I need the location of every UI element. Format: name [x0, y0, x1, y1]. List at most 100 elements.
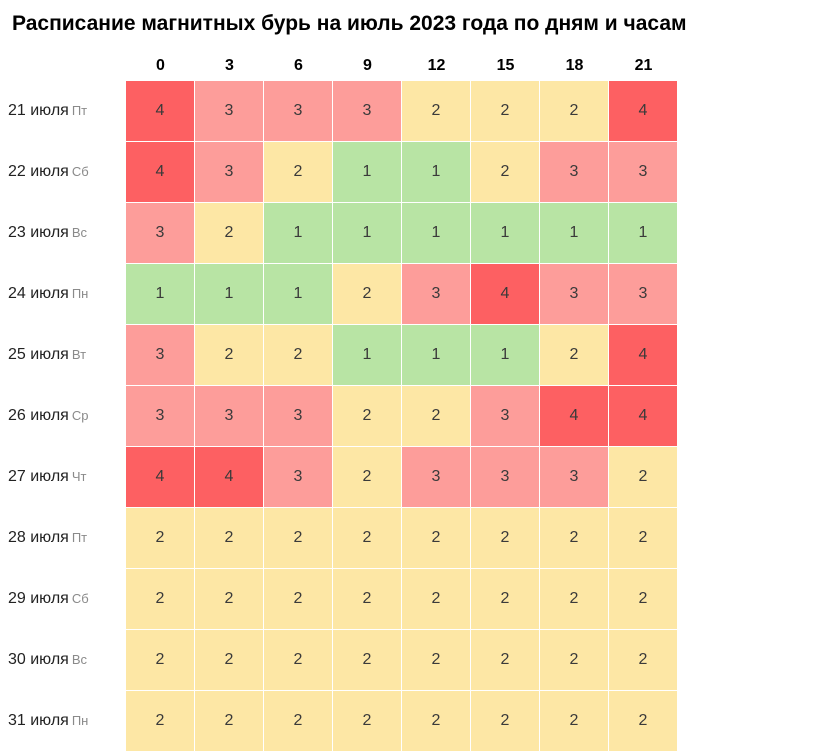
heatmap-cell: 2	[540, 569, 608, 629]
heatmap-cell: 2	[402, 630, 470, 690]
row-date: 24 июля	[8, 285, 69, 302]
heatmap-cell: 1	[471, 325, 539, 385]
column-header-15: 15	[496, 57, 515, 74]
heatmap-cell: 2	[126, 569, 194, 629]
heatmap-cell: 1	[609, 203, 677, 263]
heatmap-cell: 2	[609, 508, 677, 568]
heatmap-cell: 2	[609, 447, 677, 507]
column-header-3: 3	[225, 57, 234, 74]
heatmap-cell: 2	[195, 691, 263, 751]
heatmap-cell: 1	[402, 203, 470, 263]
row-label: 23 июля Вс	[8, 203, 126, 263]
heatmap-cell: 2	[540, 325, 608, 385]
row-date: 21 июля	[8, 102, 69, 119]
row-label: 30 июля Вс	[8, 630, 126, 690]
heatmap-cell: 2	[609, 569, 677, 629]
row-date: 23 июля	[8, 224, 69, 241]
heatmap-cell: 4	[540, 386, 608, 446]
heatmap-cell: 2	[540, 691, 608, 751]
heatmap-cell: 3	[264, 81, 332, 141]
chart-title: Расписание магнитных бурь на июль 2023 г…	[12, 12, 687, 35]
row-label: 24 июля Пн	[8, 264, 126, 324]
heatmap-cell: 3	[471, 447, 539, 507]
heatmap-cell: 1	[402, 325, 470, 385]
heatmap-cell: 2	[264, 325, 332, 385]
heatmap-cell: 3	[402, 264, 470, 324]
row-weekday: Пт	[71, 103, 88, 118]
column-header-12: 12	[427, 57, 446, 74]
heatmap-cell: 1	[540, 203, 608, 263]
row-weekday: Пн	[71, 286, 89, 301]
heatmap-cell: 1	[333, 325, 401, 385]
heatmap-cell: 2	[471, 142, 539, 202]
row-label: 21 июля Пт	[8, 81, 126, 141]
heatmap-cell: 2	[333, 386, 401, 446]
heatmap-cell: 3	[540, 142, 608, 202]
row-date: 28 июля	[8, 529, 69, 546]
row-label: 28 июля Пт	[8, 508, 126, 568]
heatmap-cell: 2	[333, 264, 401, 324]
heatmap-cell: 4	[126, 142, 194, 202]
heatmap-cell: 2	[126, 630, 194, 690]
heatmap-cell: 2	[402, 386, 470, 446]
column-header-6: 6	[294, 57, 303, 74]
row-weekday: Сб	[71, 164, 89, 179]
heatmap-cell: 4	[609, 386, 677, 446]
row-label: 29 июля Сб	[8, 569, 126, 629]
heatmap-cell: 2	[402, 81, 470, 141]
row-date: 26 июля	[8, 407, 69, 424]
heatmap-cell: 2	[195, 508, 263, 568]
heatmap-cell: 2	[402, 691, 470, 751]
heatmap-cell: 1	[333, 203, 401, 263]
row-date: 29 июля	[8, 590, 69, 607]
heatmap-cell: 3	[540, 264, 608, 324]
column-header-9: 9	[363, 57, 372, 74]
heatmap-cell: 3	[195, 386, 263, 446]
heatmap-cell: 1	[333, 142, 401, 202]
heatmap-cell: 2	[126, 691, 194, 751]
heatmap-cell: 1	[402, 142, 470, 202]
row-weekday: Сб	[71, 591, 89, 606]
row-weekday: Чт	[71, 469, 87, 484]
heatmap-cell: 2	[195, 325, 263, 385]
heatmap-cell: 3	[471, 386, 539, 446]
heatmap-cell: 2	[609, 630, 677, 690]
heatmap-cell: 1	[264, 203, 332, 263]
heatmap-cell: 3	[195, 81, 263, 141]
column-header-18: 18	[565, 57, 584, 74]
heatmap-cell: 2	[540, 630, 608, 690]
heatmap-cell: 1	[126, 264, 194, 324]
row-weekday: Пн	[71, 713, 89, 728]
heatmap-cell: 3	[609, 264, 677, 324]
heatmap-cell: 2	[333, 447, 401, 507]
heatmap-cell: 2	[333, 691, 401, 751]
heatmap-cell: 2	[195, 203, 263, 263]
heatmap-cell: 2	[471, 630, 539, 690]
column-header-0: 0	[156, 57, 165, 74]
heatmap-cell: 3	[126, 386, 194, 446]
heatmap-cell: 3	[402, 447, 470, 507]
row-weekday: Вт	[71, 347, 87, 362]
row-date: 25 июля	[8, 346, 69, 363]
heatmap-cell: 2	[333, 569, 401, 629]
heatmap-cell: 4	[471, 264, 539, 324]
heatmap-cell: 3	[264, 447, 332, 507]
row-weekday: Ср	[71, 408, 89, 423]
heatmap-cell: 2	[471, 81, 539, 141]
column-header-21: 21	[634, 57, 653, 74]
heatmap-cell: 2	[264, 691, 332, 751]
heatmap-cell: 3	[540, 447, 608, 507]
row-weekday: Вс	[71, 225, 87, 240]
row-label: 26 июля Ср	[8, 386, 126, 446]
heatmap-cell: 2	[402, 508, 470, 568]
heatmap-cell: 2	[195, 569, 263, 629]
heatmap-cell: 4	[195, 447, 263, 507]
row-label: 31 июля Пн	[8, 691, 126, 751]
row-date: 27 июля	[8, 468, 69, 485]
heatmap-cell: 2	[471, 691, 539, 751]
heatmap-cell: 3	[264, 386, 332, 446]
heatmap-cell: 2	[126, 508, 194, 568]
heatmap-cell: 1	[195, 264, 263, 324]
heatmap-cell: 4	[126, 81, 194, 141]
heatmap-cell: 2	[264, 569, 332, 629]
